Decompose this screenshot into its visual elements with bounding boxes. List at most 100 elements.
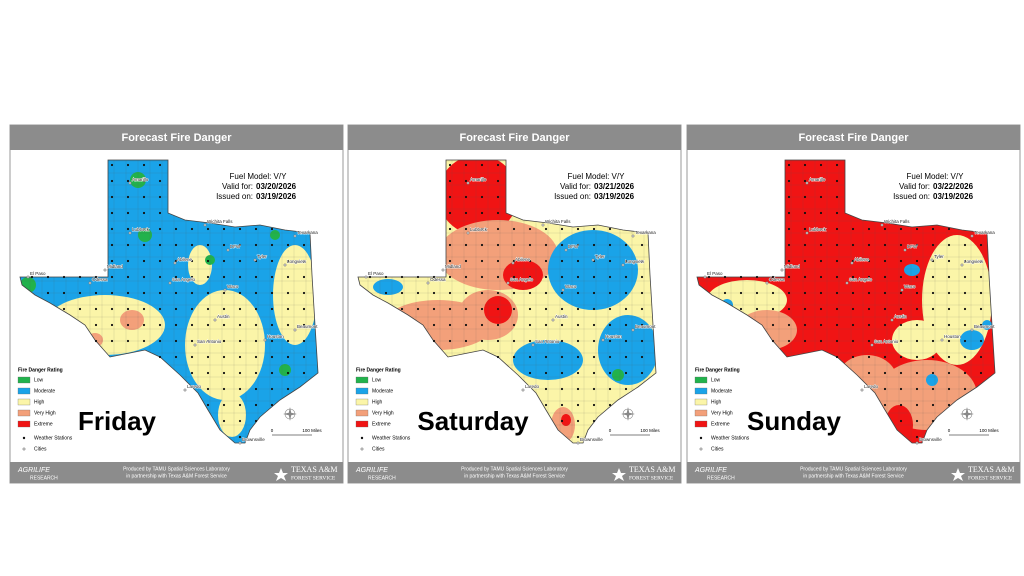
panel-header-bar: [348, 125, 681, 150]
weather-station: [480, 339, 484, 343]
city-label: San Angelo: [849, 277, 873, 282]
weather-station: [270, 227, 274, 231]
weather-station: [238, 291, 242, 295]
weather-station: [560, 291, 564, 295]
weather-station: [851, 259, 855, 263]
weather-station: [592, 371, 596, 375]
day-label: Saturday: [417, 406, 529, 436]
footer-bar: [687, 462, 1020, 483]
legend-label: Extreme: [711, 421, 730, 427]
weather-station: [915, 403, 919, 407]
weather-station: [238, 435, 242, 439]
weather-station: [867, 243, 871, 247]
weather-station: [94, 275, 98, 279]
city-dot: [88, 281, 92, 285]
city-label: Midland: [784, 264, 800, 269]
city-dot: [506, 281, 510, 285]
weather-station: [576, 323, 580, 327]
weather-station: [560, 339, 564, 343]
city-label: Tyler: [934, 254, 944, 259]
footer-bar: [348, 462, 681, 483]
city-label: San Antonio: [197, 339, 222, 344]
weather-station: [624, 307, 628, 311]
danger-zone: [218, 393, 246, 437]
weather-station: [947, 355, 951, 359]
weather-station: [448, 291, 452, 295]
weather-station: [560, 419, 564, 423]
weather-station: [560, 227, 564, 231]
weather-station: [480, 179, 484, 183]
weather-station: [286, 275, 290, 279]
weather-station: [624, 275, 628, 279]
city-label: Houston: [605, 334, 622, 339]
weather-station: [624, 243, 628, 247]
weather-station: [254, 323, 258, 327]
weather-station: [624, 339, 628, 343]
weather-station: [787, 323, 791, 327]
weather-station: [979, 307, 983, 311]
legend-swatch: [17, 398, 31, 406]
weather-station: [448, 259, 452, 263]
weather-station: [819, 227, 823, 231]
weather-station: [608, 307, 612, 311]
footer-text: in partnership with Texas A&M Forest Ser…: [126, 473, 227, 479]
weather-station: [126, 211, 130, 215]
weather-station: [206, 275, 210, 279]
weather-station: [464, 275, 468, 279]
day-label: Friday: [78, 406, 157, 436]
weather-station: [819, 179, 823, 183]
weather-station: [416, 275, 420, 279]
logo-left: RESEARCH: [707, 475, 735, 481]
city-label: Midland: [107, 264, 123, 269]
city-dot: [960, 263, 964, 267]
logo-star: [951, 468, 965, 481]
weather-station: [963, 307, 967, 311]
city-label: Midland: [445, 264, 461, 269]
weather-station: [46, 275, 50, 279]
city-label: Abilene: [515, 257, 531, 262]
weather-station: [496, 179, 500, 183]
city-dot: [531, 343, 535, 347]
weather-station: [496, 275, 500, 279]
danger-zone: [904, 264, 920, 276]
weather-station: [867, 227, 871, 231]
weather-station: [915, 419, 919, 423]
city-dot: [521, 388, 525, 392]
weather-station: [963, 323, 967, 327]
weather-station: [174, 307, 178, 311]
weather-station: [803, 307, 807, 311]
weather-station: [899, 323, 903, 327]
weather-station: [576, 227, 580, 231]
city-dot: [293, 234, 297, 238]
weather-station: [560, 371, 564, 375]
legend-station-dot: [360, 436, 364, 440]
weather-station: [899, 387, 903, 391]
city-label: San Antonio: [874, 339, 899, 344]
logo-left: RESEARCH: [30, 475, 58, 481]
weather-station: [915, 275, 919, 279]
weather-station: [979, 355, 983, 359]
weather-station: [190, 323, 194, 327]
weather-station: [512, 275, 516, 279]
weather-station: [560, 323, 564, 327]
city-dot: [253, 258, 257, 262]
weather-station: [126, 339, 130, 343]
weather-station: [592, 339, 596, 343]
weather-station: [899, 355, 903, 359]
compass-star: [621, 407, 635, 421]
weather-station: [480, 323, 484, 327]
city-label: Houston: [267, 334, 284, 339]
weather-station: [448, 243, 452, 247]
valid-date: 03/22/2026: [933, 182, 974, 191]
city-label: Texarkana: [635, 230, 656, 235]
weather-station: [480, 195, 484, 199]
weather-station: [302, 355, 306, 359]
weather-station: [851, 339, 855, 343]
city-label: Odessa: [92, 277, 108, 282]
weather-station: [931, 227, 935, 231]
legend-label: Low: [34, 377, 44, 383]
panel-header: Forecast Fire Danger: [798, 132, 909, 144]
weather-station: [576, 403, 580, 407]
weather-station: [512, 243, 516, 247]
weather-station: [883, 355, 887, 359]
